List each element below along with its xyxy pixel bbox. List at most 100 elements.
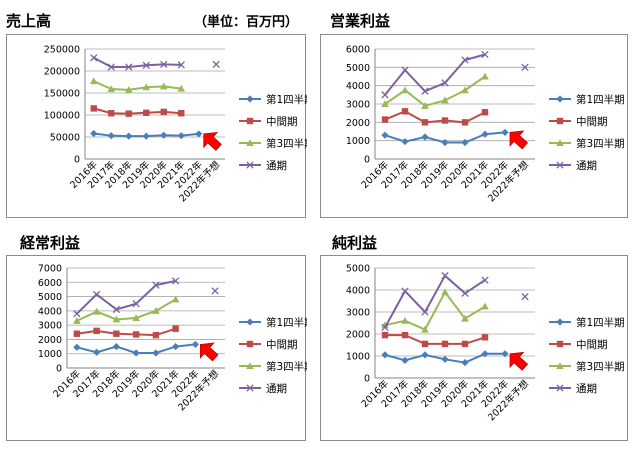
data-point-full (177, 61, 185, 69)
data-point-q3 (142, 83, 151, 91)
data-point-q3 (461, 86, 469, 94)
legend-label: 通期 (576, 160, 597, 172)
y-tick-label: 5000 (346, 63, 370, 74)
data-point-q1 (132, 349, 140, 357)
data-point-q3 (441, 288, 449, 296)
legend-label: 通期 (266, 160, 287, 172)
legend-marker (556, 161, 564, 169)
operating-chart-svg: 01000200030004000500060002016年2017年2018年… (346, 45, 625, 205)
series-half (381, 108, 489, 126)
highlight-arrow (199, 342, 219, 362)
data-point-half (152, 331, 160, 339)
legend-marker (556, 362, 564, 369)
series-q3 (381, 288, 489, 333)
data-point-q3 (152, 307, 160, 314)
series-line-q3 (76, 298, 177, 322)
data-point-full (73, 310, 81, 318)
net-chart-svg: 0100020003000400050002016年2017年2018年2019… (346, 264, 625, 424)
data-point-q1 (142, 132, 150, 140)
data-point-half (381, 331, 389, 339)
y-tick-label: 2000 (38, 335, 62, 346)
data-point-half (421, 340, 429, 348)
data-point-q1 (441, 138, 449, 147)
y-tick-label: 100000 (44, 111, 80, 122)
data-point-q1 (401, 137, 409, 146)
y-tick-label: 0 (56, 364, 62, 375)
data-point-full (211, 287, 219, 295)
series-full (73, 277, 219, 318)
legend-marker (246, 362, 254, 369)
data-point-q1 (481, 350, 489, 358)
y-tick-label: 1000 (38, 349, 62, 360)
y-tick-label: 0 (74, 155, 80, 166)
data-point-q1 (481, 130, 489, 138)
legend-item-q3: 第3四半期 (549, 360, 625, 373)
y-tick-label: 3000 (346, 308, 370, 319)
sales-chart: 0 50000 100000 150000 200000 250000 2016年 2017年… (6, 34, 307, 218)
series-full (381, 50, 529, 99)
legend-marker (246, 95, 254, 103)
legend-label: 第1四半期 (266, 93, 307, 106)
legend-label: 中間期 (266, 115, 298, 128)
data-point-q1 (172, 342, 180, 351)
legend-marker (246, 139, 254, 146)
legend-item-full: 通期 (549, 160, 597, 172)
data-point-half (441, 340, 449, 348)
data-point-full (160, 60, 168, 69)
series-full (381, 272, 529, 332)
data-point-half (172, 325, 179, 332)
data-point-half (401, 331, 409, 339)
legend-label: 中間期 (576, 338, 608, 351)
legend-label: 第1四半期 (266, 316, 307, 329)
data-point-full (421, 87, 429, 95)
series-half (90, 105, 185, 117)
legend-item-q1: 第1四半期 (549, 316, 625, 329)
legend-item-q3: 第3四半期 (239, 137, 307, 150)
data-point-q1 (381, 131, 389, 139)
legend-item-half: 中間期 (549, 115, 608, 128)
data-point-full (481, 276, 489, 284)
series-line-q3 (93, 80, 182, 91)
y-tick-label: 200000 (44, 67, 80, 78)
data-point-q3 (401, 317, 409, 324)
data-point-q3 (401, 86, 409, 94)
data-point-q3 (124, 86, 133, 93)
data-point-q1 (73, 343, 81, 351)
data-point-q3 (73, 317, 81, 324)
legend-marker (556, 139, 564, 146)
y-tick-label: 2000 (346, 118, 370, 129)
data-point-full (152, 281, 160, 289)
legend-label: 第3四半期 (266, 360, 307, 373)
data-point-q3 (441, 96, 449, 104)
data-point-q1 (112, 342, 120, 351)
data-point-q3 (159, 82, 168, 90)
legend-label: 第3四半期 (576, 360, 625, 373)
y-tick-label: 250000 (44, 45, 80, 56)
sales-chart-svg: 0500001000001500002000002500002016年2017年… (44, 45, 307, 205)
series-q3 (89, 77, 186, 93)
data-point-q1 (421, 351, 429, 359)
data-point-full (461, 56, 469, 64)
data-point-full (461, 289, 469, 297)
legend-item-full: 通期 (239, 383, 287, 395)
data-point-q1 (421, 133, 429, 141)
legend-label: 第3四半期 (266, 137, 307, 150)
y-tick-label: 5000 (346, 264, 370, 275)
data-point-q1 (107, 132, 115, 140)
data-point-q3 (112, 315, 121, 323)
legend-marker (556, 340, 564, 348)
data-point-q3 (381, 100, 389, 107)
operating-chart: 0 1000 2000 3000 4000 5000 6000 2016年 2017年 2018年… (320, 34, 628, 218)
data-point-full (441, 272, 449, 280)
data-point-half (132, 331, 140, 338)
y-tick-label: 3000 (346, 100, 370, 111)
legend-label: 通期 (576, 383, 597, 395)
data-point-full (142, 61, 150, 69)
data-point-q3 (177, 84, 186, 92)
series-q1 (73, 340, 199, 357)
data-point-full (441, 79, 449, 87)
data-point-q1 (191, 340, 199, 349)
data-point-half (381, 116, 389, 123)
data-point-full (521, 292, 529, 301)
ordinary-chart-svg: 010002000300040005000600070002016年2017年2… (38, 264, 307, 414)
